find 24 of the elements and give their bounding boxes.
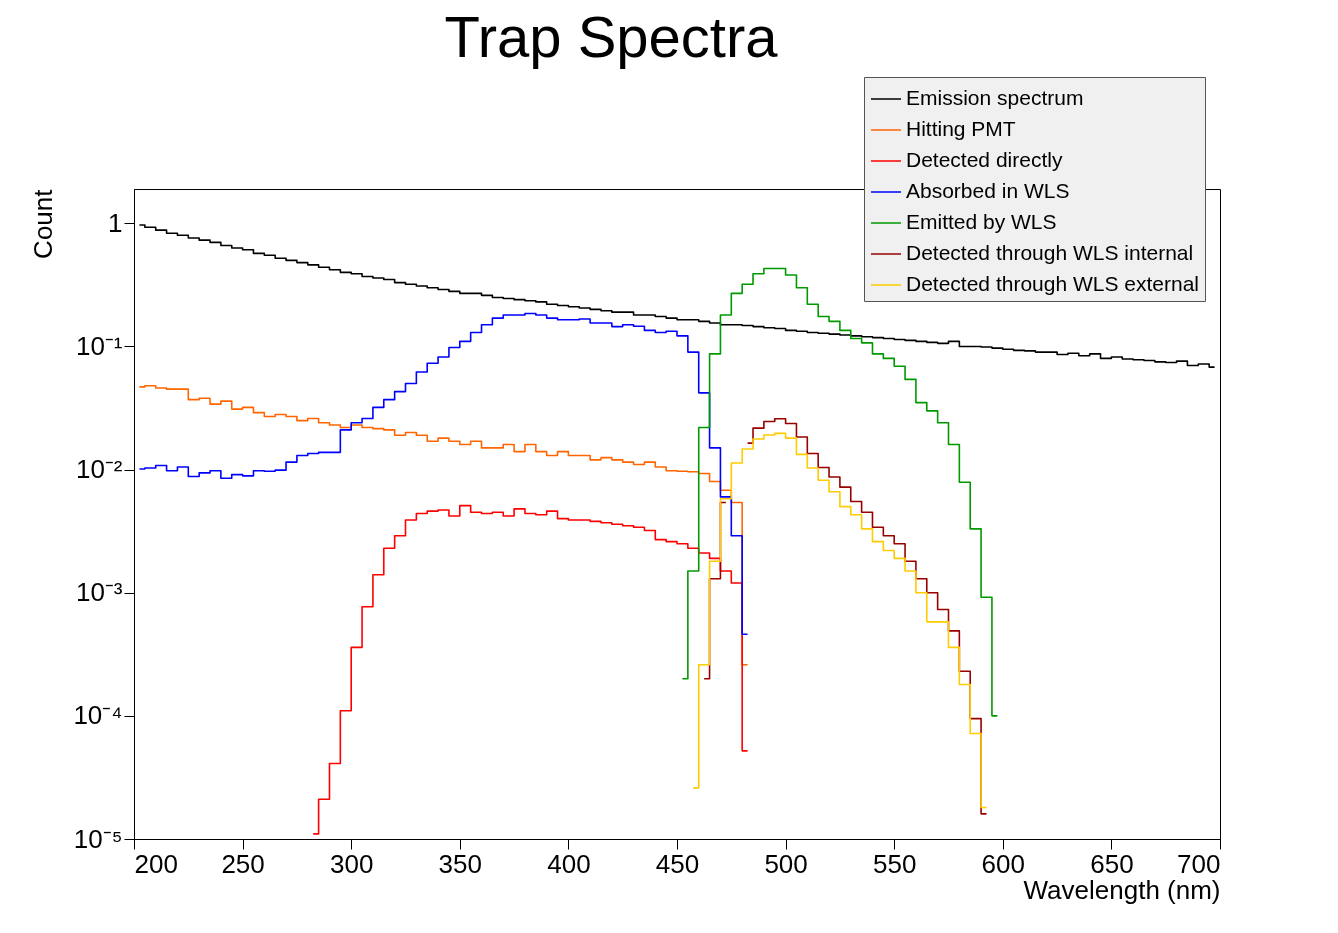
y-tick-label: 1 [108, 207, 123, 238]
y-tick-label: 10⁻³ [75, 577, 123, 608]
x-tick-label: 500 [764, 848, 808, 879]
x-tick-label: 300 [330, 848, 374, 879]
x-tick-label: 550 [873, 848, 917, 879]
y-tick-label: 10⁻² [75, 454, 123, 485]
legend-label: Detected through WLS external [906, 272, 1199, 295]
y-tick-label: 10⁻⁴ [73, 700, 123, 731]
legend-label: Emission spectrum [906, 86, 1084, 109]
legend-label: Detected directly [906, 148, 1063, 171]
x-tick-label: 600 [981, 848, 1025, 879]
legend-label: Absorbed in WLS [906, 179, 1070, 202]
y-tick-label: 10⁻¹ [75, 330, 123, 361]
legend-label: Emitted by WLS [906, 210, 1057, 233]
x-tick-label: 200 [134, 848, 178, 879]
legend-label: Detected through WLS internal [906, 241, 1194, 264]
chart-title: Trap Spectra [444, 3, 779, 69]
x-tick-label: 400 [547, 848, 591, 879]
y-tick-label: 10⁻⁵ [73, 823, 123, 854]
y-axis-title: Count [28, 188, 59, 259]
x-tick-label: 450 [655, 848, 700, 879]
x-tick-label: 350 [438, 848, 482, 879]
x-tick-label: 250 [221, 848, 265, 879]
legend-label: Hitting PMT [906, 117, 1016, 140]
